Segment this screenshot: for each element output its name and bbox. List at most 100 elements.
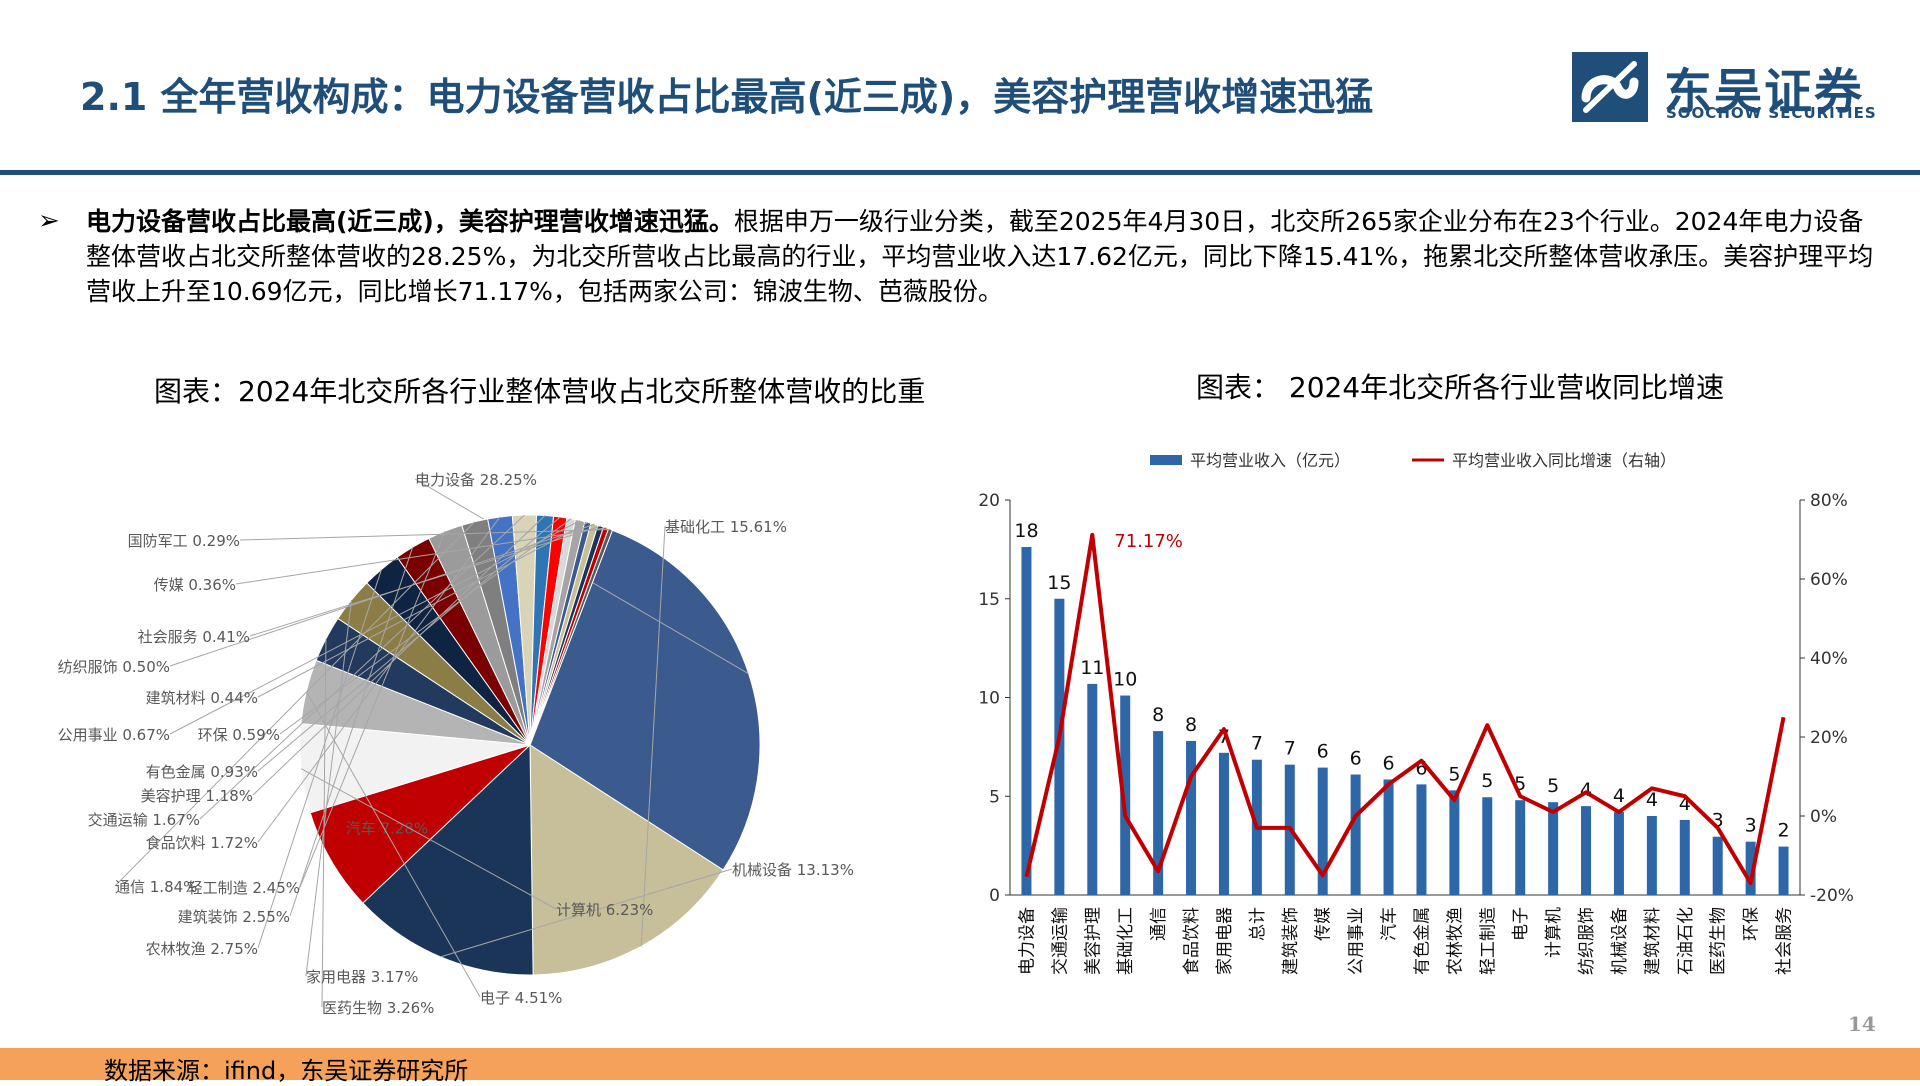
bar-社会服务 — [1778, 846, 1789, 895]
right-axis-tick-label: 0% — [1810, 807, 1837, 827]
pie-leader-line-12 — [114, 521, 476, 887]
bar-公用事业 — [1350, 774, 1361, 895]
bar-有色金属 — [1416, 784, 1427, 895]
category-label: 纺织服饰 — [1577, 907, 1597, 975]
category-label: 轻工制造 — [1478, 907, 1498, 975]
pie-leader-line-23 — [239, 529, 611, 541]
pie-leader-line-13 — [257, 516, 501, 843]
category-label: 电子 — [1511, 907, 1531, 941]
pie-label-13: 食品饮料 1.72% — [146, 834, 258, 852]
logo-chinese-text: 东吴证券 — [1664, 64, 1865, 120]
bar-value-label: 4 — [1613, 785, 1625, 807]
pie-label-7: 医药生物 3.26% — [322, 999, 434, 1017]
bar-家用电器 — [1218, 752, 1229, 895]
growth-rate-line — [1024, 532, 1786, 886]
bar-轻工制造 — [1482, 797, 1493, 895]
pie-leader-line-18 — [169, 520, 581, 735]
pie-leader-line-5 — [300, 768, 557, 910]
pie-chart-title: 图表：2024年北交所各行业整体营收占北交所整体营收的比重 — [154, 375, 926, 408]
pie-label-15: 美容护理 1.18% — [141, 787, 253, 805]
category-label: 医药生物 — [1709, 907, 1729, 975]
category-label: 美容护理 — [1083, 907, 1103, 975]
left-axis-tick-label: 5 — [989, 787, 1000, 807]
bar-value-label: 6 — [1382, 752, 1394, 774]
bar-电力设备 — [1021, 547, 1032, 895]
pie-label-20: 纺织服饰 0.50% — [58, 658, 170, 676]
category-label: 建筑材料 — [1643, 907, 1663, 975]
bar-value-label: 6 — [1317, 741, 1329, 763]
pie-leader-line-11 — [299, 531, 446, 888]
pie-label-23: 国防军工 0.29% — [128, 532, 240, 550]
right-axis-tick-label: 20% — [1810, 728, 1848, 748]
bar-value-label: 7 — [1284, 738, 1296, 760]
pie-label-8: 家用电器 3.17% — [306, 968, 418, 986]
logo-english-text: SOOCHOW SECURITIES — [1666, 104, 1877, 122]
legend-bar-label: 平均营业收入（亿元） — [1190, 451, 1350, 470]
pie-label-6: 电子 4.51% — [480, 989, 562, 1007]
summary-paragraph: 电力设备营收占比最高(近三成)，美容护理营收增速迅猛。根据申万一级行业分类，截至… — [86, 204, 1886, 309]
bar-value-label: 10 — [1113, 669, 1137, 691]
bar-chart-title: 图表： 2024年北交所各行业营收同比增速 — [1196, 371, 1725, 404]
pie-label-18: 公用事业 0.67% — [58, 726, 170, 744]
bar-value-label: 6 — [1350, 748, 1362, 770]
category-label: 交通运输 — [1050, 907, 1070, 975]
pie-leader-line-22 — [235, 527, 607, 585]
bar-农林牧渔 — [1449, 790, 1460, 895]
pie-label-10: 建筑装饰 2.55% — [178, 908, 290, 926]
right-axis-tick-label: -20% — [1810, 886, 1854, 906]
pie-label-2: 基础化工 15.61% — [665, 518, 787, 536]
category-label: 环保 — [1742, 907, 1762, 941]
bar-传媒 — [1317, 767, 1328, 895]
bar-value-label: 5 — [1481, 770, 1493, 792]
page-title: 2.1 全年营收构成：电力设备营收占比最高(近三成)，美容护理营收增速迅猛 — [80, 75, 1374, 119]
pie-leader-line-6 — [305, 691, 481, 998]
left-axis-tick-label: 20 — [978, 491, 1000, 511]
right-axis-tick-label: 80% — [1810, 491, 1848, 511]
category-label: 通信 — [1149, 907, 1169, 941]
pie-leader-line-10 — [289, 547, 414, 917]
bar-基础化工 — [1120, 695, 1131, 895]
company-logo: 东吴证券 SOOCHOW SECURITIES — [1572, 50, 1876, 126]
legend-bar-swatch — [1150, 455, 1182, 465]
bar-建筑材料 — [1646, 816, 1657, 895]
summary-text: 根据申万一级行业分类，截至2025年4月30日，北交所265家企业分布在23个行… — [86, 207, 1874, 306]
page-number: 14 — [1848, 1012, 1876, 1036]
category-label: 传媒 — [1314, 907, 1334, 941]
left-axis-tick-label: 10 — [978, 689, 1000, 709]
category-label: 石油石化 — [1676, 907, 1696, 975]
bar-value-label: 8 — [1152, 704, 1164, 726]
right-axis-tick-label: 60% — [1810, 570, 1848, 590]
soochow-logo-icon — [1572, 52, 1648, 122]
bullet-arrow-icon: ➢ — [38, 206, 60, 236]
left-axis-tick-label: 0 — [989, 886, 1000, 906]
right-axis-tick-label: 40% — [1810, 649, 1848, 669]
pie-label-16: 有色金属 0.93% — [146, 763, 258, 781]
category-label: 有色金属 — [1412, 907, 1432, 975]
bar-通信 — [1153, 731, 1164, 895]
bar-石油石化 — [1679, 819, 1690, 895]
category-label: 总计 — [1248, 907, 1268, 941]
bar-value-label: 5 — [1547, 775, 1559, 797]
bar-value-label: 5 — [1448, 763, 1460, 785]
bar-value-label: 8 — [1185, 714, 1197, 736]
pie-leader-line-2 — [640, 525, 666, 947]
category-label: 农林牧渔 — [1445, 907, 1465, 975]
bar-医药生物 — [1712, 836, 1723, 895]
industry-revenue-share-pie-chart: 电力设备 28.25% 基础化工 15.61% 机械设备 13.13% 汽车 7.28… — [58, 471, 854, 1017]
bar-value-label: 4 — [1646, 789, 1658, 811]
source-note: 数据来源：ifind，东吴证券研究所 — [104, 1057, 469, 1085]
bar-环保 — [1745, 841, 1756, 895]
category-label: 电力设备 — [1017, 907, 1037, 975]
pie-leader-line-21 — [249, 525, 601, 637]
bar-value-label: 18 — [1014, 520, 1038, 542]
category-label: 汽车 — [1380, 907, 1400, 941]
bar-汽车 — [1383, 779, 1394, 895]
category-label: 建筑装饰 — [1281, 907, 1301, 975]
left-axis-tick-label: 15 — [978, 590, 1000, 610]
pie-label-21: 社会服务 0.41% — [138, 628, 250, 646]
bar-value-label: 3 — [1745, 815, 1757, 837]
pie-label-19: 建筑材料 0.44% — [146, 689, 258, 707]
pie-label-4: 汽车 7.28% — [346, 819, 428, 837]
bar-value-label: 4 — [1580, 779, 1592, 801]
pie-label-11: 轻工制造 2.45% — [188, 879, 300, 897]
